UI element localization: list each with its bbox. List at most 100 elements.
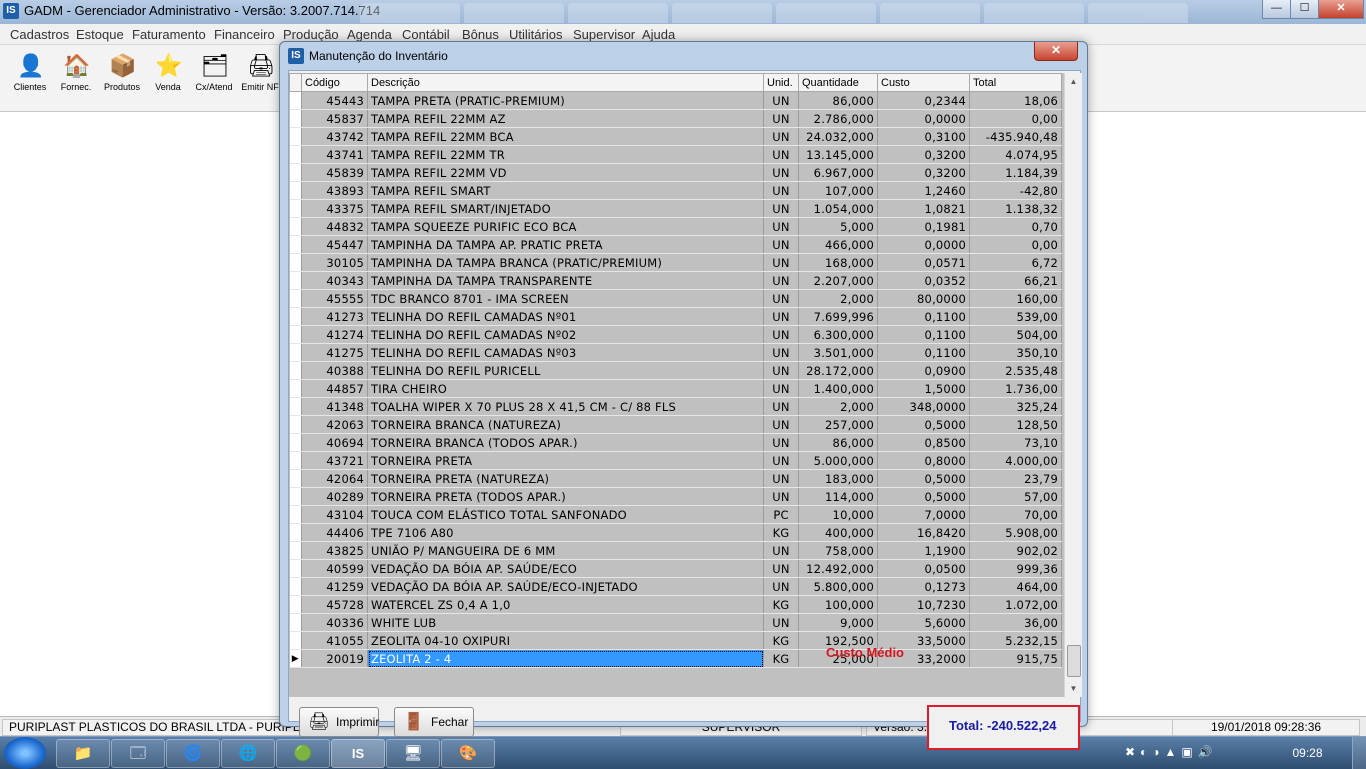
- cell-codigo[interactable]: 41259: [301, 577, 368, 596]
- cell-descricao[interactable]: WATERCEL ZS 0,4 A 1,0: [367, 595, 764, 614]
- table-row[interactable]: 41274 TELINHA DO REFIL CAMADAS Nº02 UN 6.30…: [289, 325, 1062, 344]
- cell-custo[interactable]: 33,5000: [877, 631, 970, 650]
- cell-descricao[interactable]: TELINHA DO REFIL PURICELL: [367, 361, 764, 380]
- cell-total[interactable]: 1.138,32: [969, 199, 1062, 218]
- table-row[interactable]: 40336 WHITE LUB UN 9,000 5,6000 36,00: [289, 613, 1062, 632]
- cell-codigo[interactable]: 42064: [301, 469, 368, 488]
- cell-codigo[interactable]: 40388: [301, 361, 368, 380]
- cell-descricao[interactable]: TORNEIRA BRANCA (TODOS APAR.): [367, 433, 764, 452]
- cell-total[interactable]: 0,70: [969, 217, 1062, 236]
- cell-descricao[interactable]: TAMPA REFIL 22MM BCA: [367, 127, 764, 146]
- cell-total[interactable]: 128,50: [969, 415, 1062, 434]
- cell-codigo[interactable]: 45447: [301, 235, 368, 254]
- cell-descricao[interactable]: TAMPA SQUEEZE PURIFIC ECO BCA: [367, 217, 764, 236]
- minimize-button[interactable]: —: [1262, 0, 1291, 19]
- menu-supervisor[interactable]: Supervisor: [573, 27, 636, 42]
- cell-total[interactable]: 325,24: [969, 397, 1062, 416]
- cell-quantidade[interactable]: 86,000: [798, 91, 878, 110]
- cell-total[interactable]: 70,00: [969, 505, 1062, 524]
- cell-codigo[interactable]: 43893: [301, 181, 368, 200]
- row-selector[interactable]: [289, 559, 302, 578]
- cell-quantidade[interactable]: 168,000: [798, 253, 878, 272]
- cell-unid[interactable]: KG: [763, 649, 799, 668]
- cell-custo[interactable]: 0,3200: [877, 163, 970, 182]
- table-row[interactable]: 40599 VEDAÇÃO DA BÓIA AP. SAÚDE/ECO UN 12.4…: [289, 559, 1062, 578]
- cell-descricao[interactable]: TORNEIRA BRANCA (NATUREZA): [367, 415, 764, 434]
- inventory-grid[interactable]: Código Descrição Unid. Quantidade Custo …: [289, 73, 1072, 697]
- cell-unid[interactable]: UN: [763, 127, 799, 146]
- cell-codigo[interactable]: 45555: [301, 289, 368, 308]
- cell-quantidade[interactable]: 10,000: [798, 505, 878, 524]
- cell-descricao[interactable]: TAMPA REFIL 22MM TR: [367, 145, 764, 164]
- table-row[interactable]: 42064 TORNEIRA PRETA (NATUREZA) UN 183,000 0…: [289, 469, 1062, 488]
- taskbar-paint-icon[interactable]: 🎨: [441, 739, 495, 768]
- cell-total[interactable]: 73,10: [969, 433, 1062, 452]
- cell-codigo[interactable]: 43742: [301, 127, 368, 146]
- cell-total[interactable]: 57,00: [969, 487, 1062, 506]
- cell-codigo[interactable]: 42063: [301, 415, 368, 434]
- cell-custo[interactable]: 348,0000: [877, 397, 970, 416]
- cell-unid[interactable]: UN: [763, 109, 799, 128]
- toolbar-venda-button[interactable]: ⭐ Venda: [155, 53, 183, 92]
- table-row[interactable]: 41259 VEDAÇÃO DA BÓIA AP. SAÚDE/ECO-INJET…: [289, 577, 1062, 596]
- cell-total[interactable]: 23,79: [969, 469, 1062, 488]
- cell-custo[interactable]: 0,1100: [877, 307, 970, 326]
- cell-descricao[interactable]: ZEOLITA 2 - 4: [367, 649, 764, 668]
- table-row[interactable]: 45839 TAMPA REFIL 22MM VD UN 6.967,000 0,320…: [289, 163, 1062, 182]
- cell-total[interactable]: 539,00: [969, 307, 1062, 326]
- cell-unid[interactable]: UN: [763, 415, 799, 434]
- row-selector[interactable]: [289, 307, 302, 326]
- row-selector[interactable]: [289, 163, 302, 182]
- start-button[interactable]: [4, 737, 46, 769]
- cell-descricao[interactable]: TAMPA REFIL SMART/INJETADO: [367, 199, 764, 218]
- cell-codigo[interactable]: 43741: [301, 145, 368, 164]
- cell-unid[interactable]: UN: [763, 217, 799, 236]
- cell-descricao[interactable]: VEDAÇÃO DA BÓIA AP. SAÚDE/ECO: [367, 559, 764, 578]
- cell-unid[interactable]: KG: [763, 523, 799, 542]
- table-row[interactable]: 43893 TAMPA REFIL SMART UN 107,000 1,2460 -42…: [289, 181, 1062, 200]
- cell-total[interactable]: -42,80: [969, 181, 1062, 200]
- cell-descricao[interactable]: TORNEIRA PRETA (NATUREZA): [367, 469, 764, 488]
- table-row[interactable]: 43104 TOUCA COM ELÁSTICO TOTAL SANFONADO P…: [289, 505, 1062, 524]
- cell-custo[interactable]: 0,3100: [877, 127, 970, 146]
- cell-total[interactable]: 36,00: [969, 613, 1062, 632]
- cell-descricao[interactable]: TOALHA WIPER X 70 PLUS 28 X 41,5 CM - C/…: [367, 397, 764, 416]
- cell-descricao[interactable]: TAMPA PRETA (PRATIC-PREMIUM): [367, 91, 764, 110]
- grid-header-descricao[interactable]: Descrição: [367, 73, 764, 92]
- cell-codigo[interactable]: 45443: [301, 91, 368, 110]
- cell-codigo[interactable]: 20019: [301, 649, 368, 668]
- cell-custo[interactable]: 1,2460: [877, 181, 970, 200]
- cell-total[interactable]: 915,75: [969, 649, 1062, 668]
- cell-quantidade[interactable]: 257,000: [798, 415, 878, 434]
- cell-descricao[interactable]: TOUCA COM ELÁSTICO TOTAL SANFONADO: [367, 505, 764, 524]
- row-selector[interactable]: [289, 253, 302, 272]
- cell-custo[interactable]: 0,1981: [877, 217, 970, 236]
- row-selector[interactable]: [289, 631, 302, 650]
- show-desktop-button[interactable]: [1352, 737, 1366, 769]
- cell-quantidade[interactable]: 5.000,000: [798, 451, 878, 470]
- menu-cadastros[interactable]: Cadastros: [10, 27, 70, 42]
- row-selector[interactable]: [289, 235, 302, 254]
- table-row[interactable]: ▶ 20019 ZEOLITA 2 - 4 KG 25,000 33,2000 915,75: [289, 649, 1062, 668]
- cell-codigo[interactable]: 45839: [301, 163, 368, 182]
- cell-codigo[interactable]: 44832: [301, 217, 368, 236]
- cell-quantidade[interactable]: 2.207,000: [798, 271, 878, 290]
- table-row[interactable]: 41273 TELINHA DO REFIL CAMADAS Nº01 UN 7.69…: [289, 307, 1062, 326]
- cell-custo[interactable]: 0,3200: [877, 145, 970, 164]
- cell-quantidade[interactable]: 107,000: [798, 181, 878, 200]
- row-selector[interactable]: [289, 397, 302, 416]
- cell-quantidade[interactable]: 466,000: [798, 235, 878, 254]
- cell-descricao[interactable]: TAMPA REFIL 22MM AZ: [367, 109, 764, 128]
- cell-total[interactable]: -435.940,48: [969, 127, 1062, 146]
- taskbar-app2-icon[interactable]: 🟢: [276, 739, 330, 768]
- cell-unid[interactable]: UN: [763, 307, 799, 326]
- table-row[interactable]: 45443 TAMPA PRETA (PRATIC-PREMIUM) UN 86,00…: [289, 91, 1062, 110]
- cell-descricao[interactable]: TAMPINHA DA TAMPA BRANCA (PRATIC/PREMIUM…: [367, 253, 764, 272]
- menu-utilitarios[interactable]: Utilitários: [509, 27, 563, 42]
- cell-codigo[interactable]: 40289: [301, 487, 368, 506]
- cell-quantidade[interactable]: 6.967,000: [798, 163, 878, 182]
- cell-descricao[interactable]: ZEOLITA 04-10 OXIPURI: [367, 631, 764, 650]
- cell-custo[interactable]: 0,5000: [877, 487, 970, 506]
- cell-descricao[interactable]: TORNEIRA PRETA: [367, 451, 764, 470]
- cell-custo[interactable]: 0,2344: [877, 91, 970, 110]
